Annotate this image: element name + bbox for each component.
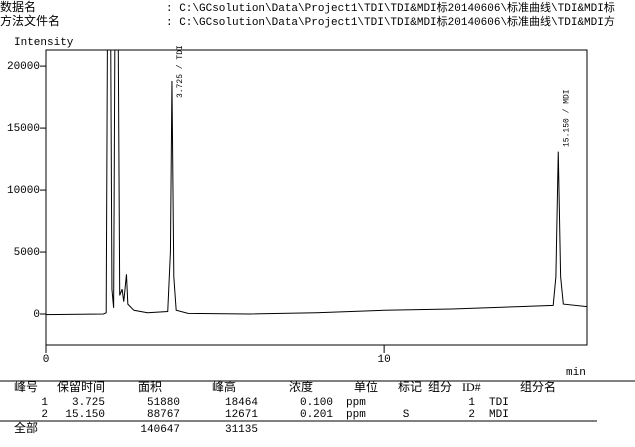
method-path: : C:\GCsolution\Data\Project1\TDI\TDI&MD…: [166, 14, 615, 29]
table-cell: MDI: [489, 409, 509, 421]
table-cell: 3.725: [72, 397, 105, 409]
column-header: 面积: [138, 380, 162, 394]
column-header: 浓度: [289, 379, 313, 394]
total-label: 全部: [14, 420, 38, 435]
y-tick-label: 5000: [14, 247, 40, 259]
peak-label: 3.725 / TDI: [176, 45, 185, 98]
table-cell: 0.100: [300, 397, 333, 409]
data-label: 数据名: [0, 0, 36, 14]
method-label: 方法文件名: [0, 13, 60, 28]
table-cell: 1: [41, 397, 48, 409]
column-header: 组分: [428, 380, 452, 394]
y-tick-label: 10000: [7, 185, 40, 197]
table-cell: 88767: [147, 409, 180, 421]
total-height: 31135: [225, 424, 258, 436]
plot-frame: [45, 49, 588, 346]
y-tick-label: 20000: [7, 61, 40, 73]
table-cell: 2: [468, 409, 475, 421]
column-header: 峰高: [212, 379, 236, 394]
table-cell: ppm: [346, 409, 366, 421]
table-cell: 15.150: [65, 409, 105, 421]
table-cell: S: [403, 409, 410, 421]
data-path: : C:\GCsolution\Data\Project1\TDI\TDI&MD…: [166, 0, 615, 15]
table-cell: 0.201: [300, 409, 333, 421]
column-header: 峰号: [14, 380, 38, 394]
table-cell: 2: [41, 409, 48, 421]
table-cell: ppm: [346, 397, 366, 409]
table-cell: 1: [468, 397, 475, 409]
plot: [46, 50, 587, 316]
column-header: ID#: [462, 380, 481, 394]
x-axis-label: min: [566, 367, 586, 379]
column-header: 标记: [398, 380, 422, 394]
y-tick-label: 0: [33, 309, 40, 321]
table-cell: 51880: [147, 397, 180, 409]
column-header: 保留时间: [57, 380, 105, 394]
chromatogram-line: [46, 50, 587, 316]
column-header: 组分名: [520, 379, 556, 394]
peak-label: 15.150 / MDI: [562, 89, 571, 147]
y-tick-label: 15000: [7, 123, 40, 135]
y-axis-label: Intensity: [14, 37, 74, 49]
total-area: 140647: [140, 424, 180, 436]
table-cell: 18464: [225, 397, 258, 409]
column-header: 单位: [354, 379, 378, 394]
table-cell: TDI: [489, 397, 509, 409]
x-tick-label: 10: [378, 354, 391, 366]
x-tick-label: 0: [43, 354, 50, 366]
table-cell: 12671: [225, 409, 258, 421]
